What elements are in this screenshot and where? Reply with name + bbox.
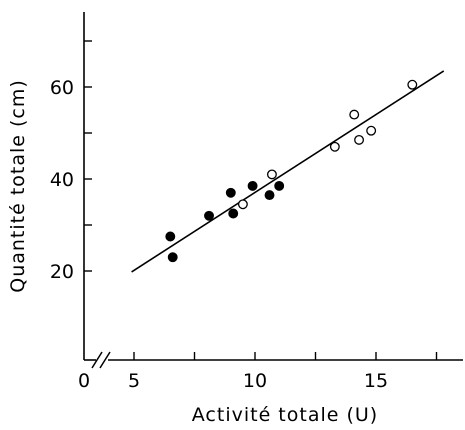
axes [83,12,463,369]
filled-data-point [247,180,258,191]
x-tick-label: 5 [128,370,140,392]
open-data-point [266,169,277,180]
y-tick-label: 40 [50,169,74,191]
open-data-point [349,109,360,120]
filled-data-point [165,231,176,242]
open-data-point [354,134,365,145]
y-axis-title: Quantité totale (cm) [7,79,29,293]
open-data-point [366,125,377,136]
x-origin-label: 0 [78,370,90,392]
data-points [165,79,418,263]
x-tick-label: 15 [364,370,388,392]
ticks [84,40,438,360]
filled-data-point [274,180,285,191]
x-axis-title: Activité totale (U) [192,404,378,426]
x-axis-break-mark [91,351,111,369]
open-data-point [237,199,248,210]
filled-data-point [228,208,239,219]
x-tick-label: 10 [243,370,267,392]
tick-labels: 20 40 60 5 10 15 0 [50,77,388,392]
filled-data-point [167,252,178,263]
y-tick-label: 20 [50,261,74,283]
filled-data-point [264,190,275,201]
open-data-point [407,79,418,90]
filled-data-point [204,210,214,221]
filled-data-point [225,187,236,198]
regression-line [131,70,445,273]
y-tick-label: 60 [50,77,74,99]
open-data-point [329,141,340,152]
